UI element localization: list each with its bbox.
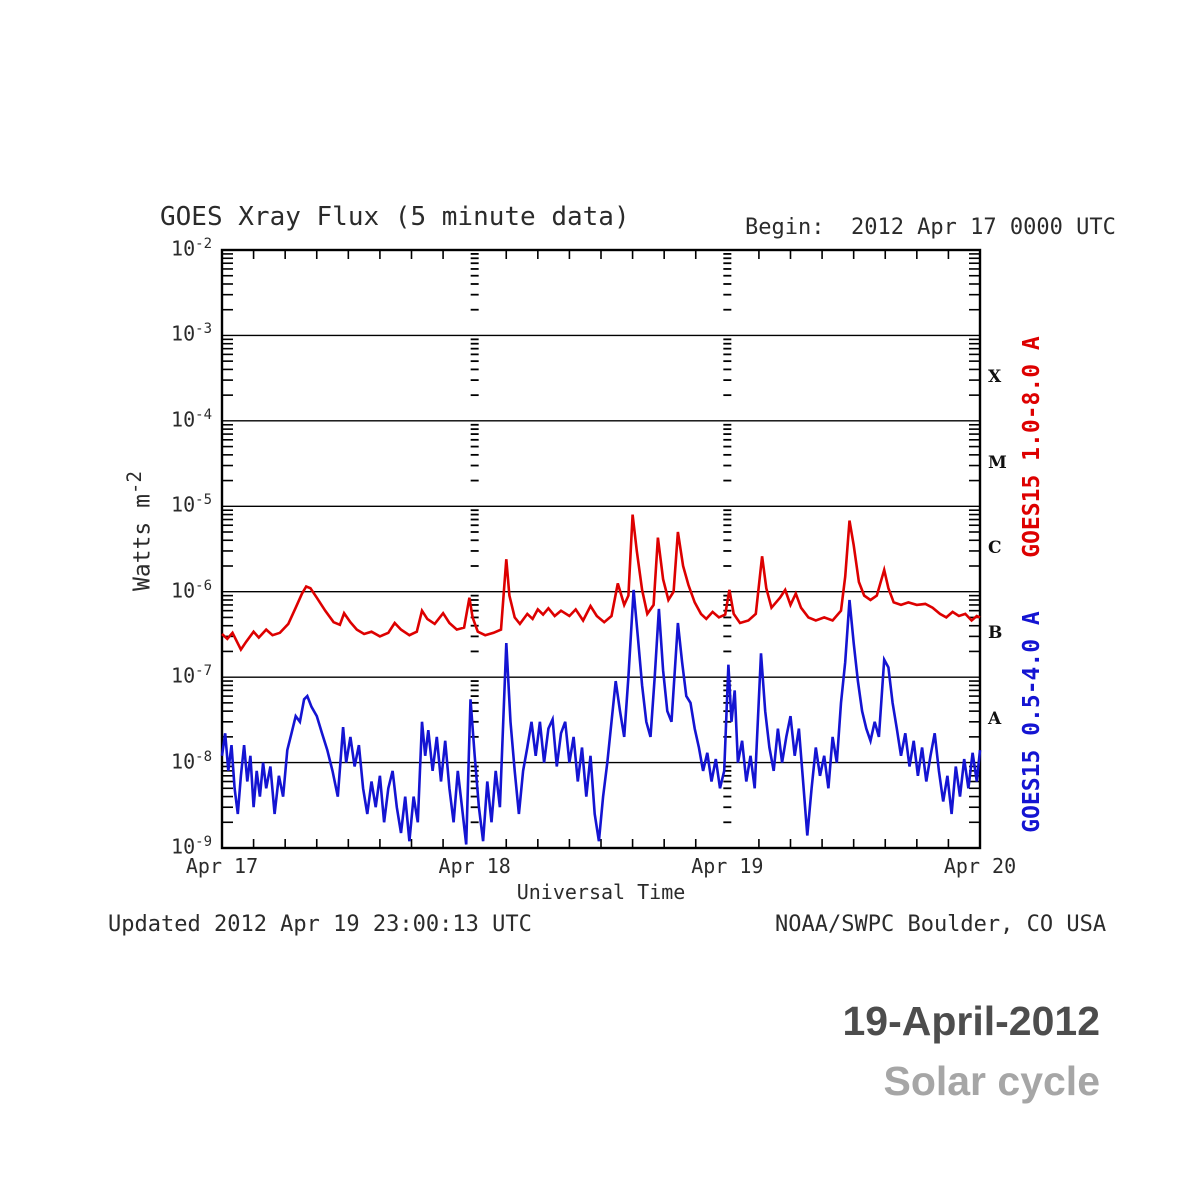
x-tick-label: Apr 18 bbox=[438, 854, 511, 878]
y-tick-label: 10-5 bbox=[171, 492, 212, 517]
updated-timestamp: Updated 2012 Apr 19 23:00:13 UTC bbox=[108, 912, 532, 937]
y-tick-label: 10-2 bbox=[171, 236, 212, 261]
y-tick-label: 10-6 bbox=[171, 577, 212, 603]
x-axis-title: Universal Time bbox=[516, 880, 686, 904]
caption-solar-cycle: Solar cycle bbox=[883, 1058, 1100, 1104]
data-source-label: NOAA/SWPC Boulder, CO USA bbox=[775, 912, 1107, 937]
x-tick-label: Apr 17 bbox=[185, 854, 259, 878]
caption-date: 19-April-2012 bbox=[842, 998, 1100, 1044]
y-axis-unit-exponent: -2 bbox=[123, 471, 146, 495]
y-tick-label: 10-7 bbox=[171, 663, 212, 688]
y-tick-label: 10-8 bbox=[171, 748, 212, 774]
xray-flux-plot bbox=[220, 248, 982, 850]
flare-class-b: B bbox=[988, 623, 1003, 644]
y-axis-title: Watts m-2 bbox=[123, 381, 156, 681]
y-tick-label: 10-4 bbox=[171, 406, 212, 432]
begin-time-label: Begin: 2012 Apr 17 0000 UTC bbox=[745, 215, 1116, 240]
x-tick-label: Apr 19 bbox=[691, 854, 764, 878]
flare-class-x: X bbox=[988, 367, 1002, 388]
legend-goes15-long-channel: GOES15 1.0-8.0 A bbox=[1019, 336, 1045, 558]
chart-title: GOES Xray Flux (5 minute data) bbox=[160, 202, 630, 232]
y-tick-label: 10-9 bbox=[171, 834, 212, 859]
legend-goes15-short-channel: GOES15 0.5-4.0 A bbox=[1019, 611, 1045, 833]
x-tick-label: Apr 20 bbox=[943, 854, 1017, 878]
flare-class-c: C bbox=[988, 538, 1002, 558]
flare-class-m: M bbox=[988, 452, 1007, 473]
flare-class-a: A bbox=[988, 708, 1002, 729]
y-tick-label: 10-3 bbox=[171, 321, 212, 347]
y-axis-unit-base: Watts m bbox=[129, 494, 156, 592]
